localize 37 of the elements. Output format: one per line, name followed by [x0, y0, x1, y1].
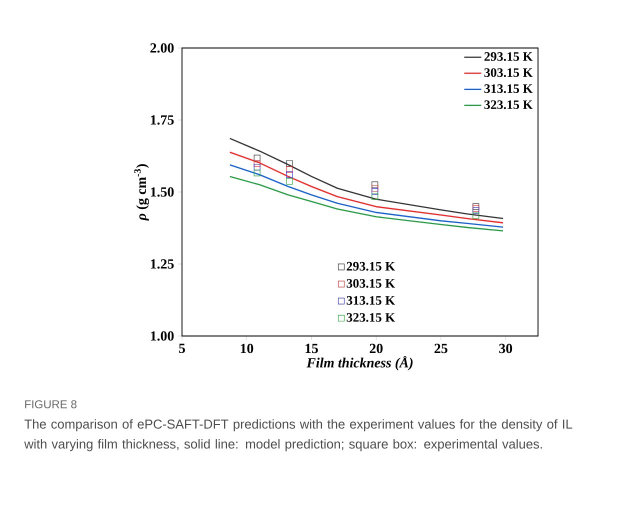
y-tick-label: 1.00	[150, 331, 174, 341]
line-series	[229, 164, 504, 228]
point	[372, 188, 378, 195]
line-series	[229, 176, 504, 232]
y-tick-label: 1.50	[150, 187, 174, 197]
point	[254, 170, 260, 176]
point	[286, 171, 293, 178]
x-tick-label: 20	[370, 344, 383, 354]
legend-label: 293.15 K	[346, 262, 396, 271]
legend-label: 323.15 K	[484, 100, 533, 110]
point	[254, 160, 260, 167]
y-tick-label: 1.75	[150, 115, 174, 125]
legend-label: 313.15 K	[484, 84, 533, 94]
x-tick-label: 25	[434, 344, 448, 354]
legend-label: 313.15 K	[346, 296, 396, 305]
x-axis-title: Film thickness (Å)	[306, 356, 413, 370]
text: The comparison of ePC-SAFT-DFT predictions with the experiment values for the density of IL with varying film thickness, solid line: model prediction; square box: experimental values.	[24, 419, 572, 452]
x-tick-label: 10	[240, 344, 254, 354]
legend-label: 303.15 K	[346, 278, 396, 288]
line-series	[229, 138, 504, 220]
x-tick-label: 15	[306, 344, 318, 354]
y-tick-label: 2.00	[150, 43, 174, 53]
legend-label: 323.15 K	[346, 313, 396, 322]
y-tick-label: 1.25	[150, 259, 174, 269]
x-tick-label: 30	[499, 344, 512, 354]
point	[286, 166, 293, 173]
point	[372, 193, 378, 200]
point	[254, 154, 260, 162]
legend-label: 303.15 K	[484, 68, 533, 78]
x-tick-label: 5	[179, 344, 185, 354]
legend-label: 293.15 K	[484, 52, 533, 61]
line-series	[229, 152, 504, 224]
point	[472, 207, 480, 214]
caption: FIGURE 8	[25, 400, 77, 408]
point	[472, 212, 480, 219]
point	[286, 178, 293, 185]
y-axis-title: ρ (g cm$^{-3}$)	[134, 164, 149, 221]
